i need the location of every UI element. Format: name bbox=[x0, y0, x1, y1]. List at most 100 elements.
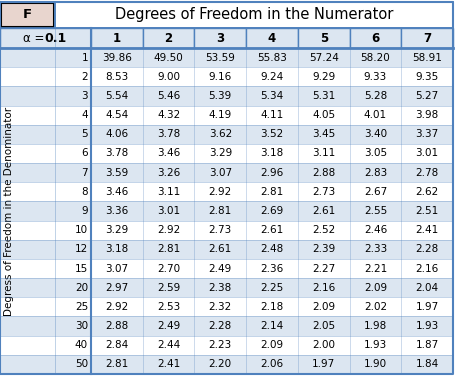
Text: 2.14: 2.14 bbox=[260, 321, 283, 331]
Bar bbox=[143, 317, 194, 336]
Text: 10: 10 bbox=[75, 225, 88, 235]
Bar bbox=[194, 336, 246, 355]
Bar bbox=[55, 259, 91, 278]
Text: 5.39: 5.39 bbox=[209, 91, 232, 101]
Text: 2.51: 2.51 bbox=[415, 206, 439, 216]
Text: 5: 5 bbox=[81, 129, 88, 139]
Bar bbox=[143, 182, 194, 202]
Bar bbox=[349, 163, 401, 182]
Text: 2.92: 2.92 bbox=[209, 187, 232, 197]
Bar bbox=[0, 106, 55, 125]
Text: 50: 50 bbox=[75, 359, 88, 369]
Bar bbox=[246, 106, 298, 125]
Bar bbox=[298, 125, 349, 144]
Bar bbox=[298, 355, 349, 374]
Text: 2.52: 2.52 bbox=[312, 225, 335, 235]
Text: 40: 40 bbox=[75, 340, 88, 350]
Text: 1.98: 1.98 bbox=[364, 321, 387, 331]
Text: 2.78: 2.78 bbox=[415, 168, 439, 177]
Text: 2.55: 2.55 bbox=[364, 206, 387, 216]
Bar bbox=[401, 297, 453, 317]
Text: 3.26: 3.26 bbox=[157, 168, 180, 177]
Bar bbox=[143, 202, 194, 221]
Bar bbox=[55, 240, 91, 259]
Bar bbox=[298, 221, 349, 240]
Text: 1.87: 1.87 bbox=[415, 340, 439, 350]
Text: 5.54: 5.54 bbox=[105, 91, 128, 101]
Bar bbox=[401, 355, 453, 374]
Text: 2.88: 2.88 bbox=[105, 321, 128, 331]
Text: 3.29: 3.29 bbox=[209, 149, 232, 158]
Text: 2.81: 2.81 bbox=[260, 187, 283, 197]
Bar bbox=[91, 202, 143, 221]
Bar bbox=[55, 106, 91, 125]
Text: 2.38: 2.38 bbox=[209, 283, 232, 293]
Text: 9.33: 9.33 bbox=[364, 72, 387, 82]
Bar bbox=[246, 182, 298, 202]
Bar bbox=[194, 86, 246, 106]
Bar bbox=[246, 125, 298, 144]
Bar bbox=[298, 202, 349, 221]
Text: 2.49: 2.49 bbox=[209, 264, 232, 273]
Bar bbox=[91, 125, 143, 144]
Text: 49.50: 49.50 bbox=[154, 53, 183, 62]
Text: 2.88: 2.88 bbox=[312, 168, 335, 177]
Bar bbox=[55, 297, 91, 317]
Text: 3.62: 3.62 bbox=[209, 129, 232, 139]
Text: 2.00: 2.00 bbox=[312, 340, 335, 350]
Text: 2.53: 2.53 bbox=[157, 302, 180, 312]
Bar bbox=[349, 144, 401, 163]
Text: 57.24: 57.24 bbox=[309, 53, 339, 62]
Text: 2.32: 2.32 bbox=[209, 302, 232, 312]
Bar bbox=[298, 336, 349, 355]
Text: 53.59: 53.59 bbox=[205, 53, 235, 62]
Text: 2.06: 2.06 bbox=[260, 359, 283, 369]
Bar bbox=[55, 355, 91, 374]
Bar bbox=[401, 144, 453, 163]
Bar bbox=[298, 106, 349, 125]
Bar bbox=[91, 144, 143, 163]
Bar bbox=[246, 240, 298, 259]
Text: 1: 1 bbox=[81, 53, 88, 62]
Text: 3.07: 3.07 bbox=[105, 264, 128, 273]
Bar bbox=[0, 259, 55, 278]
Text: 2.81: 2.81 bbox=[157, 244, 180, 254]
Text: 3.29: 3.29 bbox=[105, 225, 128, 235]
Text: 2.92: 2.92 bbox=[105, 302, 128, 312]
Text: 2.09: 2.09 bbox=[364, 283, 387, 293]
Text: 6: 6 bbox=[371, 32, 379, 44]
Text: 1.90: 1.90 bbox=[364, 359, 387, 369]
Bar bbox=[0, 355, 55, 374]
Text: 2.49: 2.49 bbox=[157, 321, 180, 331]
Bar bbox=[55, 125, 91, 144]
Text: 2.09: 2.09 bbox=[312, 302, 335, 312]
Bar bbox=[246, 28, 298, 48]
Text: 2.44: 2.44 bbox=[157, 340, 180, 350]
Text: 2.92: 2.92 bbox=[157, 225, 180, 235]
Text: 58.91: 58.91 bbox=[412, 53, 442, 62]
Text: 7: 7 bbox=[423, 32, 431, 44]
Text: 2.84: 2.84 bbox=[105, 340, 128, 350]
Text: 3.98: 3.98 bbox=[415, 110, 439, 120]
Text: 3.40: 3.40 bbox=[364, 129, 387, 139]
Bar bbox=[246, 67, 298, 86]
Text: 2.41: 2.41 bbox=[157, 359, 180, 369]
Bar bbox=[401, 67, 453, 86]
Text: 2.96: 2.96 bbox=[260, 168, 283, 177]
Text: 2.05: 2.05 bbox=[312, 321, 335, 331]
Bar bbox=[143, 336, 194, 355]
Text: Degrees of Freedom in the Numerator: Degrees of Freedom in the Numerator bbox=[115, 8, 393, 23]
Text: 1.93: 1.93 bbox=[364, 340, 387, 350]
Bar bbox=[91, 28, 143, 48]
Bar bbox=[55, 182, 91, 202]
Text: 2.33: 2.33 bbox=[364, 244, 387, 254]
Text: 9.16: 9.16 bbox=[209, 72, 232, 82]
Bar bbox=[246, 221, 298, 240]
Bar bbox=[143, 240, 194, 259]
Bar bbox=[349, 86, 401, 106]
Bar bbox=[298, 48, 349, 67]
Text: 2.28: 2.28 bbox=[209, 321, 232, 331]
Bar bbox=[143, 221, 194, 240]
Bar bbox=[401, 28, 453, 48]
Text: 2.09: 2.09 bbox=[260, 340, 283, 350]
